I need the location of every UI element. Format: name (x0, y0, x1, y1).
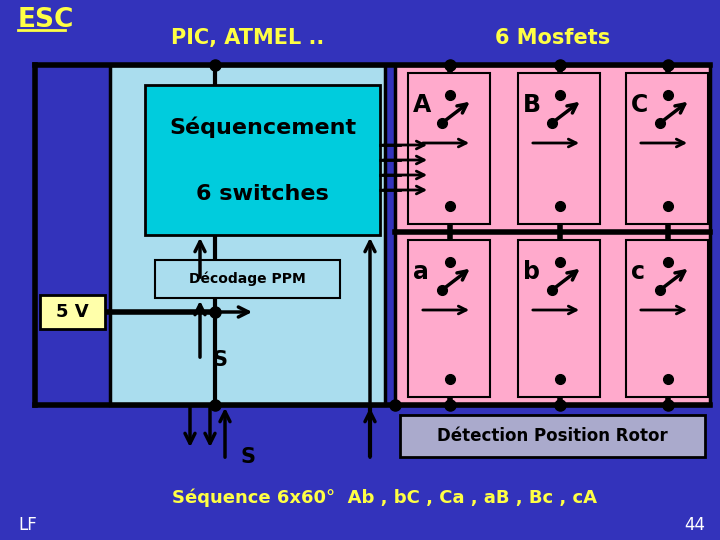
Text: 6 Mosfets: 6 Mosfets (495, 28, 610, 48)
Bar (626, 73, 708, 224)
Text: Décodage PPM: Décodage PPM (189, 272, 306, 286)
Text: C: C (631, 93, 648, 117)
Text: b: b (523, 260, 540, 284)
Bar (518, 240, 600, 397)
Text: 44: 44 (684, 516, 705, 534)
Bar (155, 260, 340, 298)
Text: Détection Position Rotor: Détection Position Rotor (437, 427, 668, 445)
Text: A: A (413, 93, 431, 117)
Text: c: c (631, 260, 645, 284)
Text: B: B (523, 93, 541, 117)
Bar (145, 85, 380, 235)
Text: S: S (212, 350, 227, 370)
Text: Séquence 6x60°  Ab , bC , Ca , aB , Bc , cA: Séquence 6x60° Ab , bC , Ca , aB , Bc , … (173, 489, 598, 507)
Bar (110, 65, 385, 405)
Bar (518, 73, 600, 224)
Bar (40, 295, 105, 329)
Bar (395, 65, 710, 405)
Text: Séquencement

6 switches: Séquencement 6 switches (169, 117, 356, 204)
Bar (626, 240, 708, 397)
Text: ESC: ESC (18, 7, 74, 33)
Text: LF: LF (18, 516, 37, 534)
Text: a: a (413, 260, 429, 284)
Text: PIC, ATMEL ..: PIC, ATMEL .. (171, 28, 324, 48)
Bar (408, 240, 490, 397)
Bar (400, 415, 705, 457)
Bar (408, 73, 490, 224)
Text: 5 V: 5 V (56, 303, 89, 321)
Text: S: S (240, 447, 255, 467)
